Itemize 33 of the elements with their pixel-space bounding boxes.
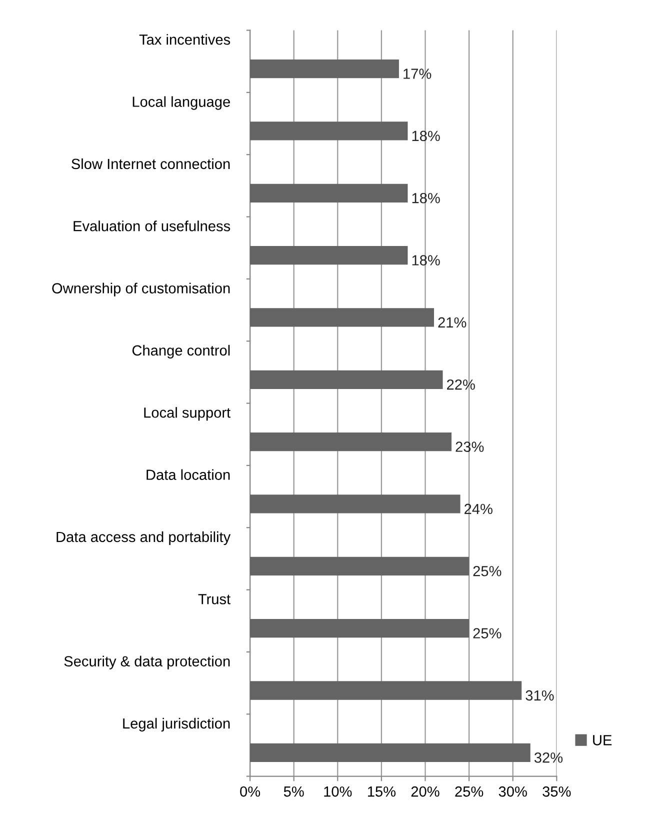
y-tick-label: Ownership of customisation	[52, 282, 230, 296]
y-tick-label: Legal jurisdiction	[123, 718, 230, 732]
x-tick-label: 0%	[240, 786, 260, 797]
data-label: 32%	[534, 752, 563, 763]
x-tick-label: 35%	[542, 786, 571, 797]
y-tick-label: Trust	[198, 594, 230, 604]
y-tick-label: Data location	[146, 469, 230, 480]
y-tick-label: Local support	[144, 407, 230, 421]
y-tick-label: Change control	[132, 344, 230, 358]
y-tick-label: Evaluation of usefulness	[74, 220, 230, 232]
x-tick-label: 10%	[324, 786, 352, 797]
x-tick-label: 30%	[498, 786, 527, 797]
y-tick-label: Slow Internet connection	[72, 158, 230, 170]
x-tick-label: 20%	[411, 786, 440, 797]
data-label: 23%	[456, 442, 484, 452]
data-label: 31%	[526, 690, 554, 701]
data-label: 18%	[412, 130, 440, 142]
data-label: 17%	[404, 68, 432, 79]
y-tick-label: Security & data protection	[64, 656, 230, 670]
data-label: 25%	[473, 628, 502, 638]
x-tick-label: 5%	[284, 786, 304, 797]
y-tick-label: Local language	[132, 96, 230, 110]
y-tick-label: Data access and portability	[56, 531, 231, 546]
y-tick-label: Tax incentives	[139, 34, 230, 45]
x-tick-label: 15%	[368, 786, 396, 797]
data-label: 24%	[464, 504, 492, 514]
data-label: 22%	[447, 379, 475, 390]
legend-label: UE	[593, 735, 612, 746]
data-label: 18%	[412, 192, 440, 204]
data-label: 21%	[438, 317, 466, 328]
data-label: 25%	[473, 566, 502, 576]
data-label: 18%	[412, 255, 440, 266]
x-tick-label: 25%	[455, 786, 484, 797]
